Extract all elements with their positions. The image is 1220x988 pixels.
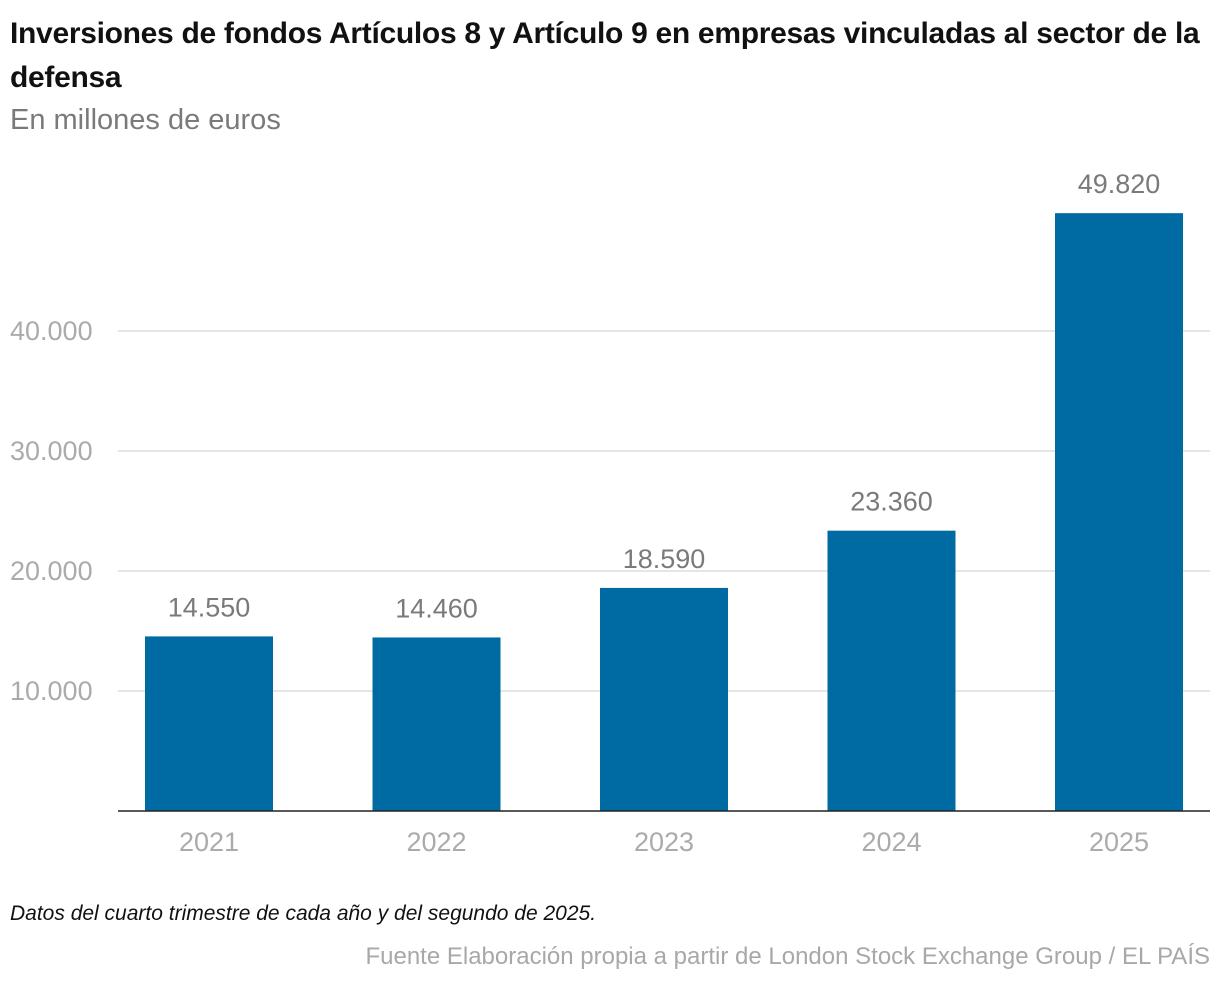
x-tick-label: 2022 [406,827,466,857]
y-tick-label: 10.000 [10,676,93,706]
y-tick-label: 30.000 [10,436,93,466]
bar-2023 [600,587,728,811]
data-label: 23.360 [850,487,933,517]
data-label: 18.590 [623,544,706,574]
x-tick-label: 2021 [179,827,239,857]
y-tick-label: 40.000 [10,316,93,346]
y-tick-label: 20.000 [10,556,93,586]
x-tick-label: 2023 [634,827,694,857]
x-tick-label: 2024 [861,827,921,857]
data-label: 14.550 [168,592,251,622]
bar-2025 [1055,213,1183,811]
bar-2022 [372,637,501,811]
bar-2024 [827,530,956,811]
data-label: 14.460 [395,593,478,623]
data-label: 49.820 [1078,169,1161,199]
chart-source: Fuente Elaboración propia a partir de Lo… [365,943,1210,970]
x-tick-label: 2025 [1089,827,1149,857]
chart-title: Inversiones de fondos Artículos 8 y Artí… [10,17,1200,94]
chart-note: Datos del cuarto trimestre de cada año y… [10,902,597,925]
chart-subtitle: En millones de euros [10,104,281,136]
bar-2021 [145,636,273,811]
